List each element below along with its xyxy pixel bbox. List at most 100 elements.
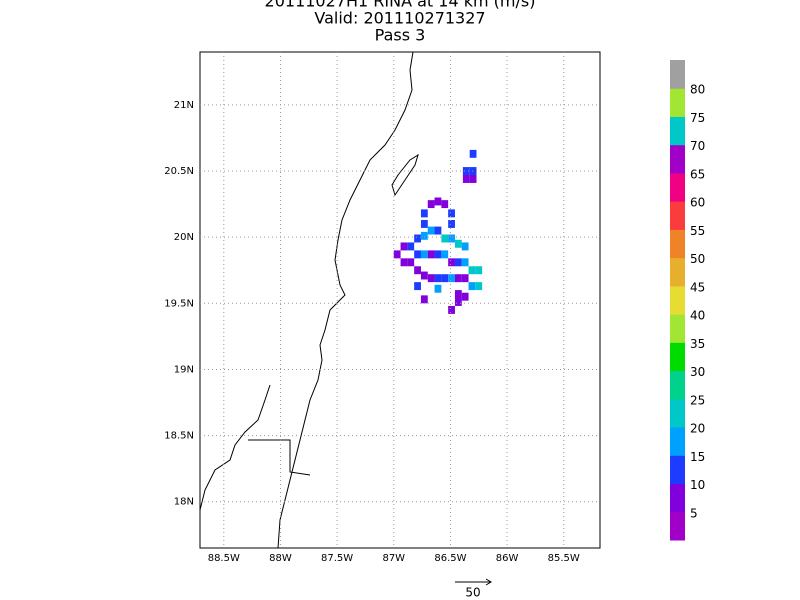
wind-cell (434, 197, 442, 206)
wind-cell (420, 250, 428, 259)
colorbar-block (670, 314, 685, 343)
colorbar-block (670, 427, 685, 456)
y-tick-label: 21N (174, 100, 194, 111)
wind-cell (461, 292, 469, 301)
wind-cell (441, 234, 449, 243)
y-tick-label: 20.5N (164, 166, 194, 177)
colorbar-block (670, 455, 685, 485)
wind-cell (414, 282, 421, 291)
colorbar-label: 15 (690, 450, 705, 464)
x-tick-label: 85.5W (548, 553, 580, 564)
wind-cell (414, 234, 421, 243)
wind-cell (448, 209, 455, 218)
chart-title: Valid: 201110271327 (314, 9, 485, 28)
wind-cell (448, 258, 455, 267)
colorbar-label: 65 (690, 167, 705, 181)
colorbar-label: 50 (690, 252, 705, 266)
chart-title: Pass 3 (375, 26, 426, 45)
wind-cell (400, 242, 408, 251)
colorbar-label: 45 (690, 280, 705, 294)
wind-cell (427, 250, 435, 259)
y-tick-label: 19.5N (164, 298, 194, 309)
colorbar-block (670, 285, 685, 315)
wind-cell (454, 298, 462, 306)
wind-cell (448, 234, 455, 243)
x-tick-label: 88W (269, 553, 292, 564)
wind-cell (448, 274, 455, 283)
chart-title: 20111027H1 RINA at 14 km (m/s) (265, 0, 536, 11)
y-tick-label: 20N (174, 232, 194, 243)
wind-cell (441, 200, 449, 209)
wind-cell (461, 258, 469, 267)
wind-cell (414, 266, 421, 275)
wind-cell (448, 219, 455, 228)
wind-cell (454, 290, 462, 299)
wind-cell (434, 250, 442, 259)
wind-cell (469, 175, 477, 183)
colorbar-label: 5 (690, 506, 698, 520)
wind-cell (475, 266, 483, 275)
wind-cell (475, 282, 483, 291)
wind-cell (462, 167, 470, 176)
wind-field (393, 149, 483, 314)
colorbar-block (670, 229, 685, 259)
wind-cell (393, 250, 401, 259)
x-tick-label: 86W (496, 553, 519, 564)
colorbar-block (670, 88, 685, 117)
colorbar-label: 35 (690, 337, 705, 351)
wind-cell (407, 242, 415, 251)
wind-cell (420, 295, 428, 304)
colorbar-block (670, 201, 685, 230)
wind-cell (461, 274, 469, 283)
colorbar-label: 10 (690, 478, 705, 492)
wind-cell (414, 250, 421, 259)
wind-cell (441, 274, 449, 283)
x-tick-label: 88.5W (208, 553, 240, 564)
wind-cell (454, 258, 462, 267)
wind-cell (420, 209, 428, 218)
wind-cell (434, 274, 442, 283)
colorbar-label: 20 (690, 422, 705, 436)
y-tick-label: 18.5N (164, 431, 194, 442)
wind-cell (420, 219, 428, 228)
wind-cell (420, 271, 428, 280)
wind-cell (468, 266, 476, 275)
y-tick-label: 18N (174, 497, 194, 508)
wind-cell (427, 274, 435, 283)
colorbar-label: 30 (690, 365, 705, 379)
wind-cell (462, 175, 470, 183)
colorbar-block (670, 257, 685, 287)
colorbar-label: 55 (690, 224, 705, 238)
colorbar-label: 80 (690, 83, 705, 97)
colorbar-label: 75 (690, 111, 705, 125)
colorbar-block (670, 342, 685, 372)
vector-scale-label: 50 (465, 586, 480, 600)
colorbar-block (670, 116, 685, 146)
colorbar-label: 25 (690, 393, 705, 407)
colorbar-block (670, 60, 685, 89)
colorbar-block (670, 370, 685, 400)
colorbar-block (670, 144, 685, 174)
wind-cell (461, 242, 469, 251)
wind-cell (468, 282, 476, 291)
wind-cell (441, 250, 449, 259)
plot-frame (199, 51, 601, 549)
coastline (200, 52, 419, 548)
wind-cell (400, 258, 408, 267)
colorbar-block (670, 398, 685, 428)
wind-cell (427, 200, 435, 209)
colorbar-block (670, 483, 685, 513)
wind-cell (454, 239, 462, 248)
colorbar-label: 60 (690, 196, 705, 210)
wind-cell (427, 226, 435, 235)
colorbar-block (670, 511, 685, 541)
wind-cell (434, 284, 442, 293)
wind-cell (407, 258, 415, 267)
y-tick-label: 19N (174, 364, 194, 375)
wind-cell (469, 149, 477, 158)
wind-cell (469, 167, 477, 176)
wind-cell (434, 226, 442, 235)
colorbar-block (670, 172, 685, 202)
wind-cell (448, 305, 455, 314)
